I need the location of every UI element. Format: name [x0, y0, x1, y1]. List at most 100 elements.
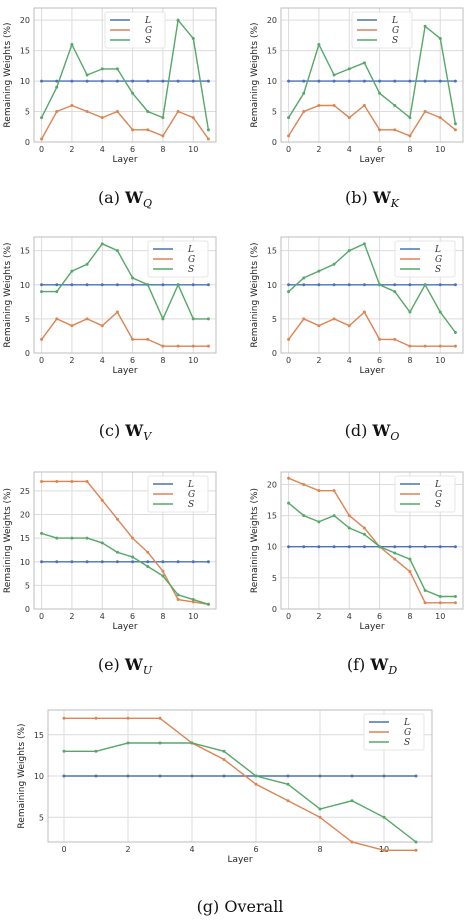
x-tick-label: 6	[130, 356, 135, 365]
legend-label-L: L	[187, 245, 194, 255]
legend-label-L: L	[434, 480, 441, 490]
y-tick-label: 10	[267, 543, 277, 552]
data-point-S	[332, 73, 336, 77]
y-tick-label: 5	[272, 108, 277, 117]
series-line-G	[41, 310, 209, 347]
data-point-G	[85, 479, 89, 483]
x-tick-label: 8	[407, 356, 412, 365]
x-tick-label: 8	[160, 356, 165, 365]
data-point-L	[393, 79, 397, 83]
x-tick-label: 10	[435, 612, 445, 621]
data-point-L	[191, 79, 195, 83]
series-line-S	[40, 18, 210, 130]
data-point-G	[393, 557, 397, 561]
y-tick-label: 15	[34, 731, 44, 740]
x-tick-label: 0	[61, 845, 66, 854]
data-point-G	[62, 716, 66, 720]
y-axis-label: Remaining Weights (%)	[3, 488, 13, 593]
caption-symbol: W	[372, 188, 392, 207]
data-point-L	[408, 283, 412, 287]
legend-label-S: S	[145, 36, 151, 46]
plot-frame	[47, 709, 433, 843]
data-point-S	[206, 602, 210, 606]
data-point-L	[131, 79, 135, 83]
panel-caption: (f) WD	[347, 655, 397, 677]
data-point-G	[100, 498, 104, 502]
data-point-L	[40, 560, 44, 564]
data-point-L	[146, 79, 150, 83]
data-point-L	[453, 545, 457, 549]
series-line-S	[41, 242, 209, 321]
data-point-S	[438, 36, 442, 40]
y-axis-label: Remaining Weights (%)	[250, 22, 260, 127]
data-point-G	[55, 479, 59, 483]
legend-label-S: S	[435, 265, 441, 275]
x-tick-label: 10	[188, 145, 198, 154]
data-point-G	[161, 569, 165, 573]
y-tick-label: 0	[272, 605, 277, 614]
legend-label-L: L	[187, 480, 194, 490]
data-point-G	[453, 344, 457, 348]
data-point-G	[332, 103, 336, 107]
y-axis-label: Remaining Weights (%)	[3, 242, 13, 347]
data-point-G	[115, 110, 119, 114]
data-point-S	[317, 520, 321, 524]
data-point-S	[55, 536, 59, 540]
data-point-S	[85, 262, 89, 266]
x-tick-label: 6	[130, 145, 135, 154]
data-point-L	[62, 774, 66, 778]
series-line-G	[288, 104, 456, 137]
data-point-S	[317, 43, 321, 47]
data-point-G	[423, 110, 427, 114]
legend-box	[394, 475, 456, 513]
data-point-L	[70, 560, 74, 564]
data-point-G	[131, 128, 135, 132]
y-tick-label: 15	[20, 534, 30, 543]
data-point-L	[438, 545, 442, 549]
data-point-L	[378, 79, 382, 83]
data-point-G	[176, 598, 180, 602]
x-tick-label: 0	[39, 356, 44, 365]
data-point-S	[176, 283, 180, 287]
data-point-L	[408, 545, 412, 549]
data-point-S	[423, 24, 427, 28]
data-point-S	[350, 799, 354, 803]
plot-frame	[280, 471, 464, 610]
data-point-S	[146, 283, 150, 287]
legend-box	[147, 475, 209, 513]
y-tick-label: 0	[25, 349, 30, 358]
data-point-S	[70, 43, 74, 47]
x-tick-label: 2	[69, 356, 74, 365]
data-point-S	[206, 128, 210, 132]
data-point-L	[85, 283, 89, 287]
legend-label-G: G	[404, 728, 411, 738]
data-point-S	[287, 116, 291, 120]
data-point-S	[40, 290, 44, 294]
data-point-G	[378, 337, 382, 341]
data-point-L	[191, 283, 195, 287]
chart-panel-1: 0 2 4 6 8 10 0 5 10 15 20 Layer Remaining Weights (%…	[3, 7, 217, 210]
data-point-S	[55, 290, 59, 294]
data-point-S	[40, 116, 44, 120]
x-tick-label: 0	[39, 612, 44, 621]
data-point-L	[414, 774, 418, 778]
data-point-L	[115, 283, 119, 287]
caption-prefix: (e)	[98, 655, 125, 674]
data-point-S	[131, 91, 135, 95]
data-point-S	[408, 557, 412, 561]
x-axis-label: Layer	[359, 155, 384, 165]
x-axis-label: Layer	[112, 155, 137, 165]
legend-label-G: G	[435, 255, 442, 265]
data-point-S	[190, 741, 194, 745]
y-tick-label: 5	[272, 315, 277, 324]
x-axis-label: Layer	[112, 622, 137, 632]
legend-label-G: G	[392, 26, 399, 36]
legend-label-G: G	[145, 26, 152, 36]
y-tick-label: 0	[272, 349, 277, 358]
caption-prefix: (b)	[345, 188, 373, 207]
x-tick-label: 8	[160, 145, 165, 154]
data-point-S	[332, 514, 336, 518]
data-point-S	[318, 807, 322, 811]
caption-prefix: (d)	[345, 421, 373, 440]
data-point-S	[408, 116, 412, 120]
